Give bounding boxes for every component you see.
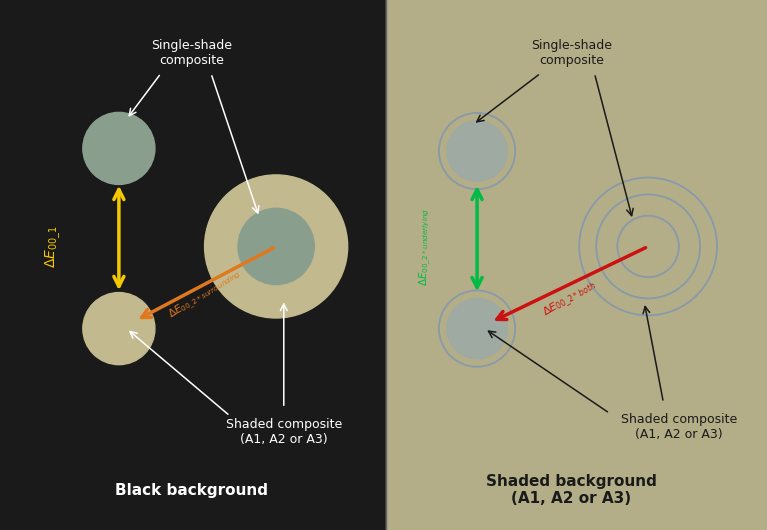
Text: Black background: Black background — [115, 483, 268, 498]
Text: Single-shade
composite: Single-shade composite — [531, 39, 612, 67]
Circle shape — [238, 208, 314, 285]
Bar — [0, 0, 386, 530]
Text: $\Delta E_{00\_2*surrounding}$: $\Delta E_{00\_2*surrounding}$ — [166, 266, 244, 323]
Circle shape — [205, 175, 347, 318]
Circle shape — [447, 121, 507, 181]
Text: Shaded composite
(A1, A2 or A3): Shaded composite (A1, A2 or A3) — [225, 418, 342, 446]
Text: $\Delta E_{00\_2*underlying}$: $\Delta E_{00\_2*underlying}$ — [418, 207, 433, 286]
Circle shape — [83, 293, 155, 365]
Bar — [386, 0, 767, 530]
Text: $\Delta E_{00\_1}$: $\Delta E_{00\_1}$ — [44, 225, 64, 268]
Text: $\Delta E_{00\_2*both}$: $\Delta E_{00\_2*both}$ — [540, 278, 600, 321]
Circle shape — [447, 298, 507, 359]
Text: Shaded composite
(A1, A2 or A3): Shaded composite (A1, A2 or A3) — [621, 413, 737, 440]
Text: Single-shade
composite: Single-shade composite — [151, 39, 232, 67]
Text: Shaded background
(A1, A2 or A3): Shaded background (A1, A2 or A3) — [486, 474, 657, 507]
Circle shape — [83, 112, 155, 184]
